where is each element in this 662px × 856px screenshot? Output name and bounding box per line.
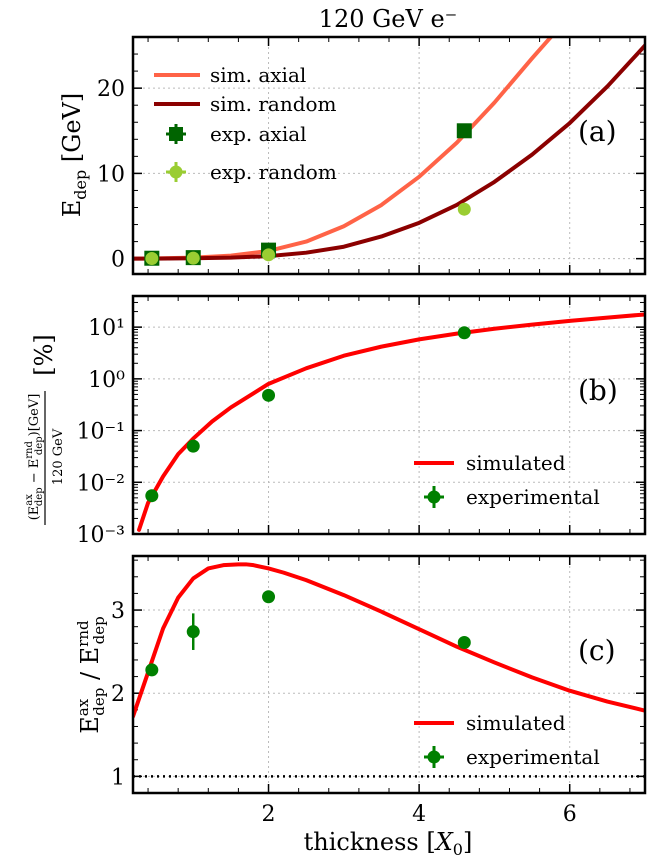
svg-text:(Eaxdep − Ernddep)[GeV]: (Eaxdep − Ernddep)[GeV]	[24, 394, 45, 521]
panel-b-marks	[137, 312, 645, 532]
panel-b-legend: simulated experimental	[414, 451, 600, 509]
panel-a-tag: (a)	[578, 115, 617, 148]
data-point	[186, 625, 200, 639]
legend-label-simulated-c: simulated	[466, 711, 566, 735]
legend-label-experimental-c: experimental	[466, 745, 600, 769]
data-point	[145, 489, 159, 503]
y-tick-label: 10¹	[88, 316, 125, 341]
x-tick-label: 6	[563, 802, 577, 827]
y-tick-label: 10⁰	[88, 368, 125, 393]
y-tick-label: 10⁻¹	[77, 420, 125, 445]
series-line	[133, 562, 645, 719]
figure-title: 120 GeV e⁻	[319, 5, 458, 33]
panel-a: 0 10 20 sim. axial sim. random exp. axial …	[58, 35, 647, 276]
svg-text:[%]: [%]	[30, 334, 58, 376]
legend-label-exp-axial: exp. axial	[210, 122, 307, 146]
data-point	[186, 251, 200, 265]
panel-a-ylabel: Edep [GeV]	[58, 93, 90, 218]
data-point	[457, 202, 471, 216]
panel-c-frame	[133, 556, 645, 793]
legend-label-exp-random: exp. random	[210, 160, 337, 184]
panel-b: 10⁻³ 10⁻² 10⁻¹ 10⁰ 10¹ simulated experimenta…	[24, 294, 647, 548]
y-tick-label: 2	[111, 682, 125, 707]
panel-b-border	[131, 294, 647, 536]
panel-a-marks	[133, 37, 645, 266]
series-line	[137, 312, 645, 532]
panel-a-border	[131, 35, 647, 276]
legend-marker-exp-random	[166, 162, 186, 182]
panel-a-legend: sim. axial sim. random exp. axial exp. r…	[154, 63, 337, 184]
legend-marker-exp-axial	[166, 124, 186, 144]
panel-c-tag: (c)	[578, 634, 616, 667]
data-point	[457, 326, 471, 340]
legend-label-experimental-b: experimental	[466, 485, 600, 509]
data-point	[456, 123, 472, 139]
y-tick-label: 3	[111, 599, 125, 624]
y-tick-label: 0	[111, 248, 125, 273]
x-tick-label: 2	[262, 802, 276, 827]
panel-c: 1 2 3 simulated experimental (c) Eaxdep / …	[74, 554, 647, 795]
panel-b-ylabel: (Eaxdep − Ernddep)[GeV] 120 GeV [%]	[24, 334, 66, 525]
legend-marker-experimental-c	[424, 746, 444, 768]
data-point	[145, 251, 159, 265]
panel-b-tag: (b)	[578, 374, 618, 407]
x-tick-label: 4	[412, 802, 426, 827]
data-point	[186, 439, 200, 453]
svg-text:120 GeV: 120 GeV	[51, 428, 66, 485]
y-tick-label: 20	[97, 77, 125, 102]
y-tick-label: 10⁻²	[77, 471, 125, 496]
x-axis-label: thickness [X0]	[304, 828, 473, 856]
data-point	[145, 663, 159, 677]
legend-label-simulated-b: simulated	[466, 451, 566, 475]
x-tick-labels: 2 4 6	[262, 802, 577, 827]
panel-c-legend: simulated experimental	[414, 711, 600, 769]
legend-label-sim-random: sim. random	[210, 92, 337, 116]
panel-a-ticks: 0 10 20	[97, 36, 645, 274]
data-point	[262, 248, 276, 262]
y-tick-label: 10⁻³	[77, 523, 125, 548]
panel-c-marks	[133, 562, 645, 778]
data-point	[262, 388, 276, 402]
legend-marker-experimental-b	[424, 486, 444, 508]
panel-c-border	[131, 554, 647, 795]
y-tick-label: 1	[111, 765, 125, 790]
series-line	[133, 43, 645, 261]
data-point	[262, 590, 276, 604]
panel-c-ylabel: Eaxdep / Ernddep	[74, 616, 108, 733]
legend-label-sim-axial: sim. axial	[210, 63, 306, 87]
data-point	[457, 635, 471, 649]
y-tick-label: 10	[97, 162, 125, 187]
